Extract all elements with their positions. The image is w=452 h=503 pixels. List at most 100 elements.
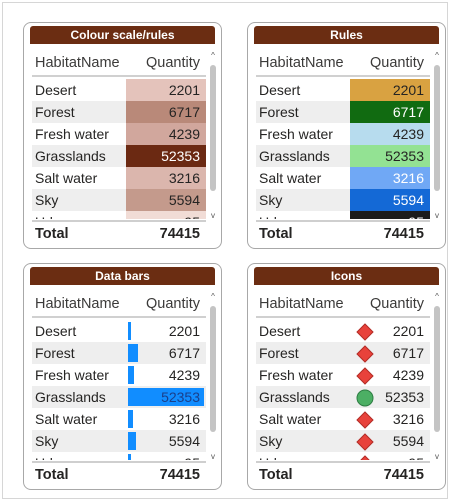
cell-quantity: 6717 <box>126 342 206 364</box>
vertical-scrollbar[interactable]: ^ v <box>433 292 441 462</box>
vertical-scrollbar[interactable]: ^ v <box>209 292 217 462</box>
table-row[interactable]: Sky 5594 <box>256 430 430 452</box>
table-row[interactable]: Desert 2201 <box>32 320 206 342</box>
quantity-value: 2201 <box>392 82 424 98</box>
table-row[interactable]: Forest 6717 <box>256 101 430 123</box>
table-row[interactable]: Fresh water 4239 <box>32 123 206 145</box>
data-bar <box>128 388 204 406</box>
table-row[interactable]: Sky 5594 <box>256 189 430 211</box>
table-row[interactable]: Grasslands 52353 <box>32 145 206 167</box>
table-row[interactable]: Urban 95 <box>32 211 206 219</box>
column-header-quantity[interactable]: Quantity <box>370 55 424 71</box>
scroll-thumb[interactable] <box>210 65 216 191</box>
scroll-up-arrow-icon[interactable]: ^ <box>211 292 215 301</box>
scroll-down-arrow-icon[interactable]: v <box>435 452 439 461</box>
table-row[interactable]: Urban 95 <box>256 211 430 219</box>
cell-quantity: 3216 <box>350 167 430 189</box>
total-row: Total 74415 <box>32 220 206 244</box>
data-bar <box>128 454 131 460</box>
scroll-thumb[interactable] <box>210 306 216 432</box>
cell-quantity: 5594 <box>350 189 430 211</box>
cell-habitatname: Desert <box>259 82 301 98</box>
cell-habitatname: Fresh water <box>35 126 109 142</box>
quantity-value: 6717 <box>168 345 200 361</box>
cell-quantity: 52353 <box>126 145 206 167</box>
scroll-down-arrow-icon[interactable]: v <box>435 211 439 220</box>
table-row[interactable]: Salt water 3216 <box>32 408 206 430</box>
scroll-thumb[interactable] <box>434 65 440 191</box>
data-bar <box>128 344 138 362</box>
cell-quantity: 2201 <box>126 79 206 101</box>
table-row[interactable]: Forest 6717 <box>32 342 206 364</box>
quantity-value: 2201 <box>392 323 424 339</box>
column-header-habitatname[interactable]: HabitatName <box>35 55 120 71</box>
total-value: 74415 <box>159 226 200 242</box>
cell-quantity: 95 <box>126 211 206 219</box>
vertical-scrollbar[interactable]: ^ v <box>209 51 217 221</box>
quantity-value: 3216 <box>168 411 200 427</box>
visual-title: Colour scale/rules <box>30 26 215 44</box>
table-visual-icons[interactable]: Icons HabitatName Quantity Desert 2201 For… <box>247 263 446 490</box>
table-row[interactable]: Fresh water 4239 <box>256 364 430 386</box>
table-row[interactable]: Fresh water 4239 <box>256 123 430 145</box>
cell-habitatname: Forest <box>35 345 75 361</box>
scroll-up-arrow-icon[interactable]: ^ <box>435 292 439 301</box>
table-row[interactable]: Sky 5594 <box>32 430 206 452</box>
quantity-value: 6717 <box>392 345 424 361</box>
column-header-quantity[interactable]: Quantity <box>370 296 424 312</box>
data-bar <box>128 366 134 384</box>
scroll-thumb[interactable] <box>434 306 440 432</box>
table-row[interactable]: Fresh water 4239 <box>32 364 206 386</box>
table-row[interactable]: Grasslands 52353 <box>256 386 430 408</box>
data-bar <box>128 410 133 428</box>
table-row[interactable]: Forest 6717 <box>32 101 206 123</box>
cell-habitatname: Fresh water <box>259 126 333 142</box>
red-diamond-icon <box>356 455 372 460</box>
cell-habitatname: Desert <box>35 323 77 339</box>
scroll-down-arrow-icon[interactable]: v <box>211 452 215 461</box>
quantity-value: 95 <box>184 455 200 460</box>
red-diamond-icon <box>356 367 374 385</box>
table-row[interactable]: Salt water 3216 <box>256 408 430 430</box>
total-value: 74415 <box>159 467 200 483</box>
quantity-value: 5594 <box>168 192 200 208</box>
table-row[interactable]: Grasslands 52353 <box>256 145 430 167</box>
cell-habitatname: Desert <box>259 323 301 339</box>
table-row[interactable]: Desert 2201 <box>256 320 430 342</box>
cell-habitatname: Sky <box>259 192 283 208</box>
scroll-up-arrow-icon[interactable]: ^ <box>435 51 439 60</box>
table-visual-colour-scale[interactable]: Colour scale/rules HabitatName Quantity … <box>23 22 222 249</box>
red-diamond-icon <box>356 411 374 429</box>
column-header-quantity[interactable]: Quantity <box>146 296 200 312</box>
table-visual-rules[interactable]: Rules HabitatName Quantity Desert 2201 For… <box>247 22 446 249</box>
total-row: Total 74415 <box>32 461 206 485</box>
vertical-scrollbar[interactable]: ^ v <box>433 51 441 221</box>
total-label: Total <box>259 226 293 242</box>
table-row[interactable]: Desert 2201 <box>32 79 206 101</box>
cell-quantity: 6717 <box>350 101 430 123</box>
table-header: HabitatName Quantity <box>256 290 430 318</box>
cell-habitatname: Sky <box>35 192 59 208</box>
cell-habitatname: Salt water <box>259 411 322 427</box>
quantity-value: 5594 <box>168 433 200 449</box>
quantity-value: 95 <box>408 214 424 219</box>
quantity-value: 6717 <box>168 104 200 120</box>
table-row[interactable]: Forest 6717 <box>256 342 430 364</box>
scroll-up-arrow-icon[interactable]: ^ <box>211 51 215 60</box>
table-row[interactable]: Desert 2201 <box>256 79 430 101</box>
table-row[interactable]: Urban 95 <box>256 452 430 460</box>
column-header-quantity[interactable]: Quantity <box>146 55 200 71</box>
column-header-habitatname[interactable]: HabitatName <box>35 296 120 312</box>
cell-quantity: 2201 <box>350 79 430 101</box>
cell-quantity: 4239 <box>350 123 430 145</box>
cell-quantity: 5594 <box>350 430 430 452</box>
scroll-down-arrow-icon[interactable]: v <box>211 211 215 220</box>
table-row[interactable]: Salt water 3216 <box>32 167 206 189</box>
table-row[interactable]: Urban 95 <box>32 452 206 460</box>
table-row[interactable]: Sky 5594 <box>32 189 206 211</box>
column-header-habitatname[interactable]: HabitatName <box>259 55 344 71</box>
table-visual-data-bars[interactable]: Data bars HabitatName Quantity Desert 220… <box>23 263 222 490</box>
column-header-habitatname[interactable]: HabitatName <box>259 296 344 312</box>
table-row[interactable]: Salt water 3216 <box>256 167 430 189</box>
table-row[interactable]: Grasslands 52353 <box>32 386 206 408</box>
